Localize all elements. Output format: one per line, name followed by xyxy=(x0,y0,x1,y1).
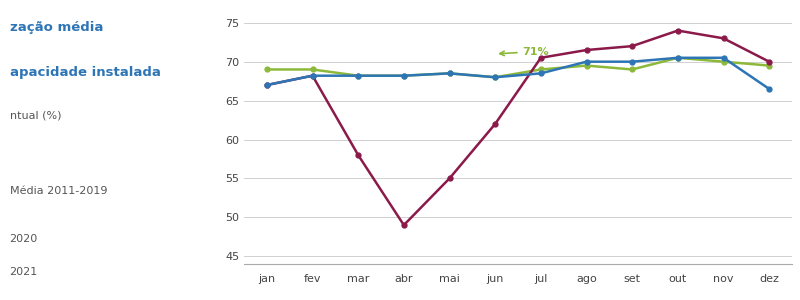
Text: 2021: 2021 xyxy=(10,267,38,277)
Text: apacidade instalada: apacidade instalada xyxy=(10,66,161,79)
Text: Média 2011-2019: Média 2011-2019 xyxy=(10,186,107,196)
Text: 71%: 71% xyxy=(500,46,549,57)
Text: ntual (%): ntual (%) xyxy=(10,111,61,121)
Text: zação média: zação média xyxy=(10,21,103,34)
Text: 2020: 2020 xyxy=(10,234,38,244)
